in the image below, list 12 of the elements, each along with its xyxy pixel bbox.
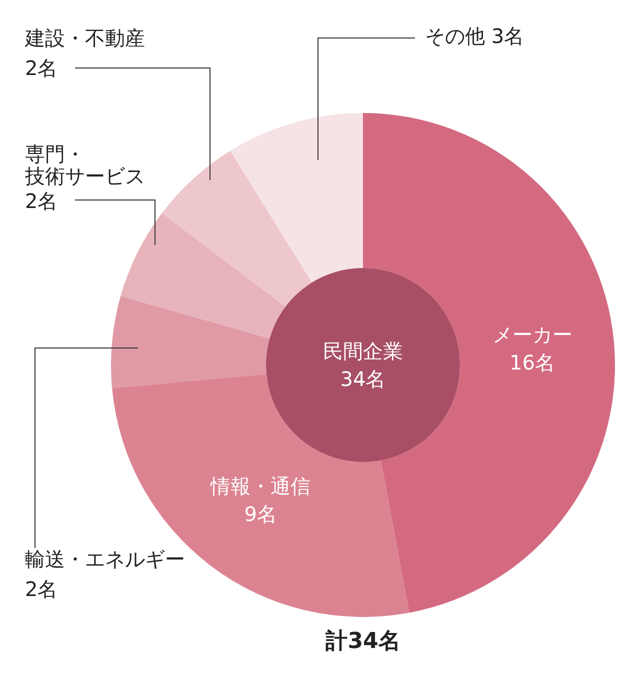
- slice-label: その他 3名: [425, 24, 524, 48]
- data-label: 2名: [25, 189, 58, 214]
- data-label: 9名: [244, 502, 277, 526]
- data-label: 2名: [25, 56, 58, 80]
- text: 計34名: [324, 628, 402, 656]
- slice-label: 建設・不動産: [24, 26, 145, 50]
- slice-label: メーカー: [492, 322, 572, 347]
- data-label: 2名: [25, 577, 58, 602]
- slice-label: 専門・技術サービス: [24, 142, 145, 188]
- slice-label: 輸送・エネルギー: [25, 547, 185, 572]
- slice-label: 情報・通信: [210, 474, 311, 498]
- data-label: 16名: [510, 350, 555, 375]
